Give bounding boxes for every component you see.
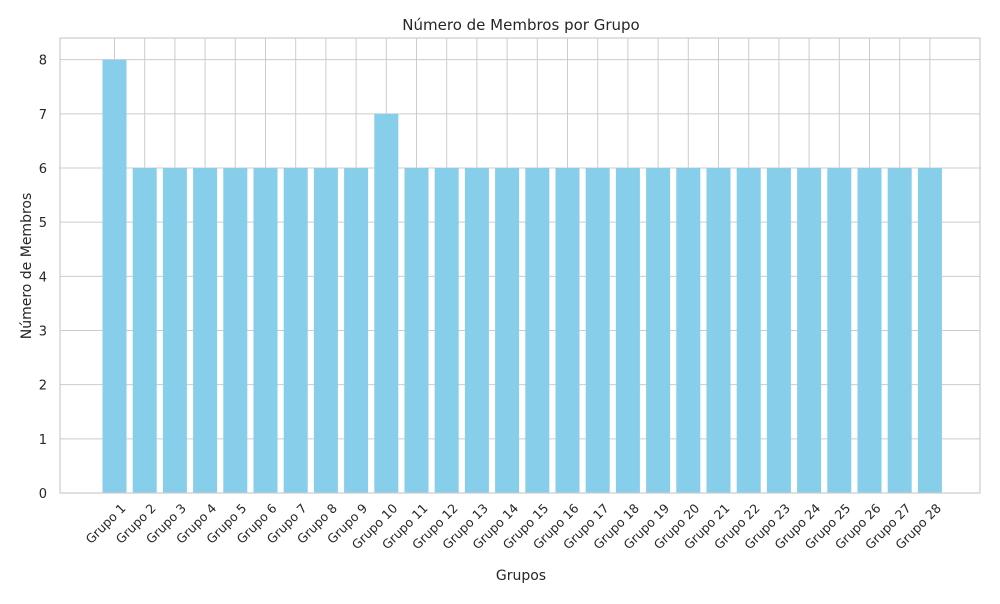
bar-18: [615, 168, 640, 493]
y-tick-label: 7: [39, 108, 47, 123]
bar-19: [646, 168, 671, 493]
bar-10: [374, 113, 399, 493]
plot-frame: [59, 37, 981, 494]
bar-17: [585, 168, 610, 493]
bar-14: [495, 168, 520, 493]
bar-7: [283, 168, 308, 493]
y-tick-label: 5: [39, 216, 47, 231]
bar-3: [162, 168, 187, 493]
bar-26: [857, 168, 882, 493]
y-tick-label: 8: [39, 54, 47, 69]
bar-12: [434, 168, 459, 493]
y-tick-label: 4: [39, 270, 47, 285]
bar-5: [223, 168, 248, 493]
bar-23: [766, 168, 791, 493]
bar-9: [344, 168, 369, 493]
bar-15: [525, 168, 550, 493]
bar-20: [676, 168, 701, 493]
y-tick-label: 2: [39, 379, 47, 394]
x-axis-label: Grupos: [496, 568, 546, 584]
y-tick-labels: 0 1 2 3 4 5 6 7 8: [39, 54, 47, 502]
y-tick-label: 6: [39, 162, 47, 177]
bar-21: [706, 168, 731, 493]
bar-1: [102, 59, 127, 494]
bar-28: [917, 168, 942, 493]
y-tick-label: 0: [39, 487, 47, 502]
bar-4: [193, 168, 218, 493]
bar-22: [736, 168, 761, 493]
bars-layer: [102, 59, 942, 494]
bar-25: [827, 168, 852, 493]
bar-24: [797, 168, 822, 493]
bar-8: [313, 168, 338, 493]
bar-11: [404, 168, 429, 493]
bar-16: [555, 168, 580, 493]
chart-title: Número de Membros por Grupo: [402, 16, 639, 34]
y-tick-label: 3: [39, 325, 47, 340]
bar-2: [132, 168, 157, 493]
y-tick-label: 1: [39, 433, 47, 448]
bar-6: [253, 168, 278, 493]
bar-27: [887, 168, 912, 493]
y-axis-label: Número de Membros: [19, 193, 35, 340]
bar-13: [464, 168, 489, 493]
